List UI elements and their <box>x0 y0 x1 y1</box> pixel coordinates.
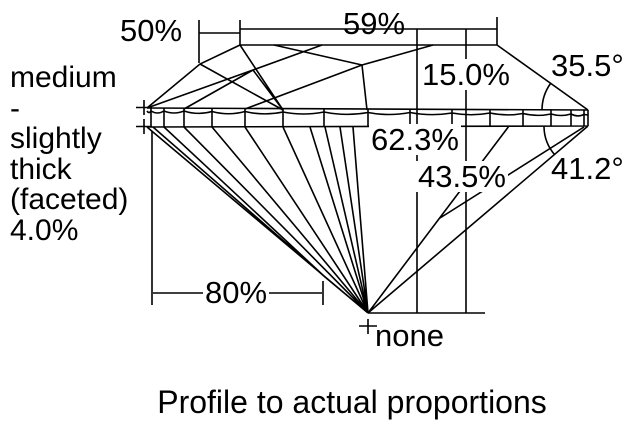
crown-angle-label: 35.5° <box>551 48 624 83</box>
total-depth-label: 62.3% <box>369 122 461 157</box>
lower-girdle-length-label: 80% <box>203 275 270 310</box>
table-size-label: 59% <box>343 6 406 41</box>
diagram-caption: Profile to actual proportions <box>157 384 547 420</box>
culet-label: none <box>375 318 444 353</box>
girdle-label-line: (faceted) <box>10 183 129 216</box>
girdle-label-line: thick <box>10 152 72 186</box>
pavilion-depth-label: 43.5% <box>416 159 508 194</box>
pavilion-angle-label: 41.2° <box>551 151 624 186</box>
tick-marks <box>136 100 377 334</box>
crown-facet-lines <box>146 44 434 111</box>
girdle-band <box>146 107 589 128</box>
girdle-label-line: 4.0% <box>10 213 79 247</box>
girdle-thickness-label: medium - slightly thick (faceted) 4.0% <box>10 61 129 247</box>
girdle-label-line: medium <box>10 61 117 94</box>
star-length-label: 50% <box>120 13 183 48</box>
crown-height-label: 15.0% <box>420 57 512 92</box>
girdle-label-line: slightly <box>10 122 102 155</box>
girdle-label-line: - <box>10 91 20 125</box>
angle-arcs <box>541 82 556 156</box>
crown-outline <box>146 44 589 111</box>
pavilion-facet-lines <box>146 125 589 314</box>
